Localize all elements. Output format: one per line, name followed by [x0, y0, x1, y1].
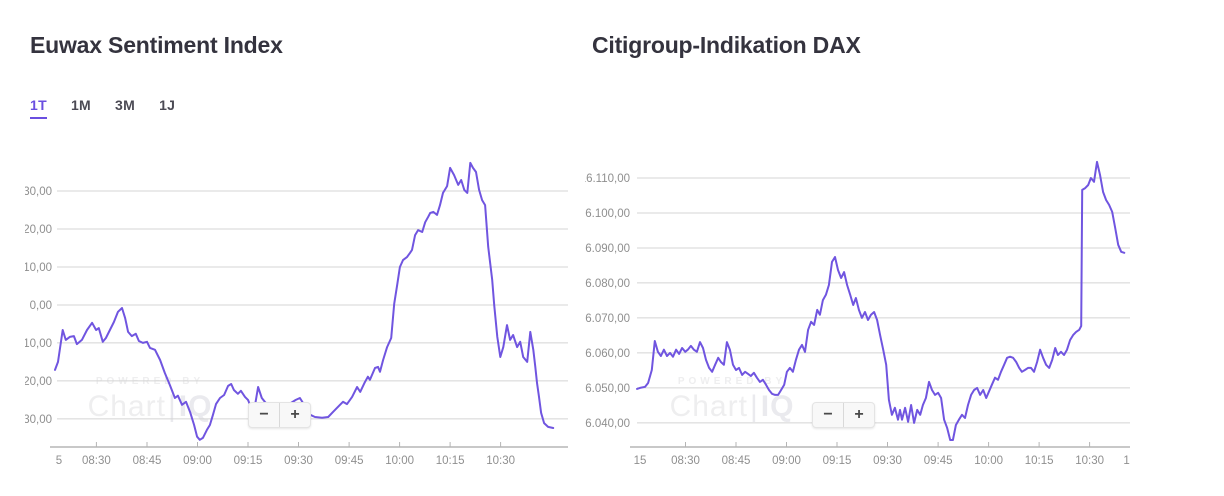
x-axis-label: 09:45 [335, 455, 364, 467]
x-axis-label: 10:00 [974, 455, 1003, 467]
dax-zoom-control: − + [812, 402, 875, 428]
tab-3m[interactable]: 3M [115, 97, 136, 113]
zoom-out-button[interactable]: − [813, 403, 843, 427]
chartiq-watermark: POWERED BY Chart|IQ [65, 376, 235, 424]
y-axis-label: 0,00 [30, 300, 52, 312]
y-axis-label: -10,00 [25, 338, 52, 350]
x-axis-label: 09:45 [924, 455, 953, 467]
x-axis-label: 10:15 [1025, 455, 1054, 467]
price-line [54, 161, 555, 441]
x-axis-label: 09:00 [772, 455, 801, 467]
chartiq-logo: Chart|IQ [87, 390, 213, 423]
y-axis-label: 16.060,00 [585, 348, 630, 360]
y-axis-label: 16.090,00 [585, 243, 630, 255]
y-axis-label: -30,00 [25, 414, 52, 426]
x-axis-label: 09:30 [284, 455, 313, 467]
x-axis-label: 08:30 [671, 455, 700, 467]
x-axis-label: 08:45 [133, 455, 162, 467]
x-axis-label: 09:30 [873, 455, 902, 467]
dax-chart-panel: POWERED BY Chart|IQ 16.110,0016.100,0016… [585, 140, 1145, 490]
y-axis-label: 16.110,00 [585, 173, 630, 185]
x-axis-label: 09:15 [234, 455, 263, 467]
chartiq-watermark: POWERED BY Chart|IQ [647, 376, 817, 424]
x-axis-label: 10:30 [1075, 455, 1104, 467]
tab-1t[interactable]: 1T [30, 97, 47, 119]
euwax-zoom-control: − + [248, 402, 311, 428]
price-line [636, 160, 1126, 441]
y-axis-label: 16.080,00 [585, 278, 630, 290]
y-axis-label: 16.100,00 [585, 208, 630, 220]
euwax-chart-panel: POWERED BY Chart|IQ 30,00 20,00 10,00 0,00 -… [25, 140, 580, 490]
timeframe-tabs: 1T 1M 3M 1J [30, 97, 175, 119]
y-axis-label: 30,00 [25, 186, 52, 198]
y-axis-label: -20,00 [25, 376, 52, 388]
euwax-chart-title: Euwax Sentiment Index [30, 32, 283, 58]
x-axis-label: 15 [634, 455, 647, 467]
x-axis-label: 10:30 [486, 455, 515, 467]
dax-chart-title: Citigroup-Indikation DAX [592, 32, 861, 58]
x-axis-label: 1 [1123, 455, 1129, 467]
x-axis-label: 08:45 [722, 455, 751, 467]
x-axis-label: 08:30 [82, 455, 111, 467]
x-axis-label: 09:00 [183, 455, 212, 467]
zoom-in-button[interactable]: + [279, 403, 310, 427]
x-axis-label: 09:15 [823, 455, 852, 467]
x-axis-label: 5 [56, 455, 62, 467]
tab-1m[interactable]: 1M [70, 97, 92, 113]
zoom-in-button[interactable]: + [843, 403, 874, 427]
dax-chart-canvas[interactable]: 16.110,00 16.100,00 16.090,00 16.080,00 16.0… [585, 140, 1145, 490]
y-axis-label: 16.050,00 [585, 383, 630, 395]
powered-by-label: POWERED BY [95, 376, 205, 387]
y-axis-label: 10,00 [25, 262, 52, 274]
x-axis-label: 10:15 [436, 455, 465, 467]
powered-by-label: POWERED BY [677, 376, 787, 387]
y-axis-label: 16.040,00 [585, 418, 630, 430]
chartiq-logo: Chart|IQ [669, 390, 795, 423]
euwax-chart-canvas[interactable]: 30,00 20,00 10,00 0,00 -10,00 -20,00 -30,00 5 08… [25, 140, 580, 490]
y-axis-label: 16.070,00 [585, 313, 630, 325]
tab-1j[interactable]: 1J [159, 97, 176, 113]
x-axis-label: 10:00 [385, 455, 414, 467]
zoom-out-button[interactable]: − [249, 403, 279, 427]
y-axis-label: 20,00 [25, 224, 52, 236]
